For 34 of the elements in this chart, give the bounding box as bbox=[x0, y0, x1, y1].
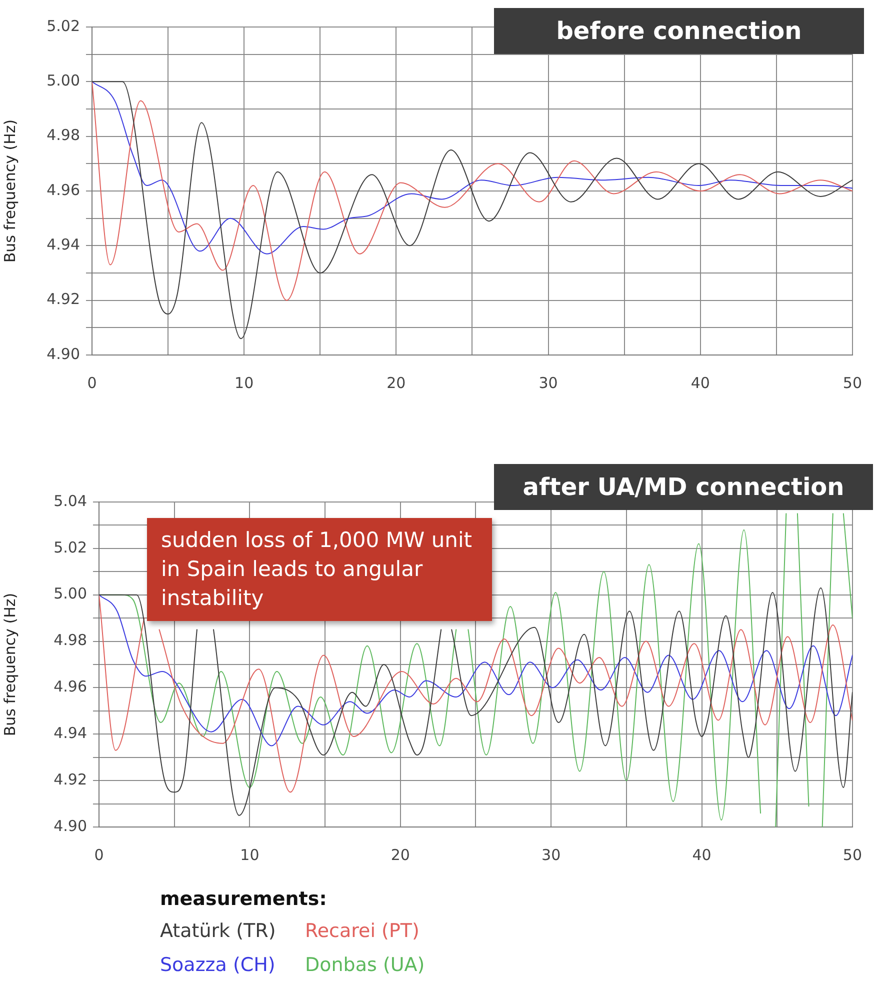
y-tick-label: 4.90 bbox=[46, 344, 80, 363]
y-axis-title: Bus frequency (Hz) bbox=[0, 592, 19, 736]
y-tick-label: 5.02 bbox=[54, 538, 87, 556]
x-tick-label: 20 bbox=[390, 846, 410, 864]
y-tick-label: 4.94 bbox=[54, 724, 87, 742]
text: Recarei (PT) bbox=[305, 920, 420, 942]
y-tick-label: 4.98 bbox=[54, 631, 87, 650]
y-tick-label: 4.92 bbox=[54, 770, 87, 788]
x-tick-label: 20 bbox=[386, 374, 406, 392]
x-tick-label: 10 bbox=[240, 846, 260, 864]
y-tick-label: 4.90 bbox=[54, 816, 87, 835]
x-tick-label: 10 bbox=[234, 374, 254, 392]
x-tick-label: 0 bbox=[94, 846, 104, 864]
y-tick-label: 4.98 bbox=[46, 126, 80, 144]
x-tick-label: 30 bbox=[538, 374, 558, 392]
y-tick-label: 4.94 bbox=[46, 236, 80, 254]
text: Donbas (UA) bbox=[305, 954, 425, 976]
legend-title: measurements: bbox=[160, 888, 328, 910]
y-tick-label: 5.00 bbox=[46, 72, 80, 90]
y-tick-label: 5.04 bbox=[54, 492, 87, 510]
x-tick-label: 30 bbox=[542, 846, 561, 864]
y-tick-label: 5.02 bbox=[46, 16, 80, 35]
y-tick-label: 4.92 bbox=[46, 290, 80, 308]
x-tick-label: 40 bbox=[692, 846, 712, 864]
text: Soazza (CH) bbox=[160, 954, 276, 976]
x-tick-label: 50 bbox=[842, 846, 862, 864]
y-tick-label: 4.96 bbox=[54, 678, 87, 696]
y-tick-label: 5.00 bbox=[54, 584, 87, 603]
x-tick-label: 40 bbox=[690, 374, 710, 392]
text: Atatürk (TR) bbox=[160, 920, 277, 942]
x-tick-label: 0 bbox=[87, 374, 97, 392]
x-tick-label: 50 bbox=[842, 374, 862, 392]
y-axis-title: Bus frequency (Hz) bbox=[0, 119, 19, 263]
y-tick-label: 4.96 bbox=[46, 180, 80, 199]
